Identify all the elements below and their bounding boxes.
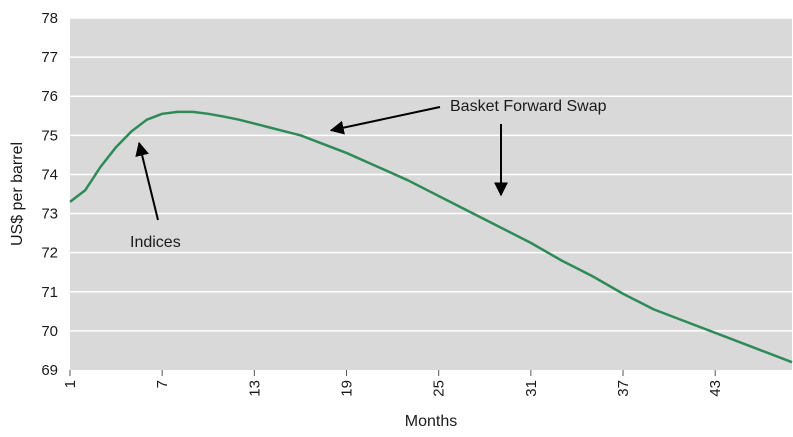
x-tick-label: 19 [339, 380, 356, 397]
annotations: Indices Basket Forward Swap [130, 98, 607, 251]
x-tick-label: 1 [62, 380, 79, 388]
y-axis-ticks: 69 70 71 72 73 74 75 76 77 78 [41, 10, 58, 379]
y-tick-label: 77 [41, 49, 58, 66]
x-tick-label: 7 [154, 380, 171, 388]
annotation-arrow-basket-forward-swap [329, 106, 441, 135]
series-line-0 [69, 110, 793, 364]
y-tick-label: 73 [41, 206, 58, 223]
x-axis-ticks: 1 7 13 19 25 31 37 43 [62, 370, 724, 397]
x-tick-label: 13 [246, 380, 263, 397]
x-tick-label: 43 [707, 380, 724, 397]
y-tick-label: 76 [41, 88, 58, 105]
y-tick-label: 75 [41, 127, 58, 144]
y-tick-label: 71 [41, 284, 58, 301]
y-tick-label: 74 [41, 166, 58, 183]
annotation-label-basket-forward-swap: Basket Forward Swap [450, 98, 607, 115]
gridlines [70, 17, 792, 332]
plot-area-background [70, 18, 792, 370]
series-layer [69, 110, 793, 364]
y-tick-label: 72 [41, 245, 58, 262]
y-tick-label: 69 [41, 362, 58, 379]
annotation-arrow-indices [135, 141, 159, 221]
x-tick-label: 31 [523, 380, 540, 397]
y-tick-label: 70 [41, 323, 58, 340]
y-tick-label: 78 [41, 10, 58, 27]
x-tick-label: 37 [615, 380, 632, 397]
x-axis-title: Months [405, 413, 457, 430]
y-axis-title: US$ per barrel [9, 142, 26, 246]
x-tick-label: 25 [431, 380, 448, 397]
annotation-label-indices: Indices [130, 234, 181, 251]
